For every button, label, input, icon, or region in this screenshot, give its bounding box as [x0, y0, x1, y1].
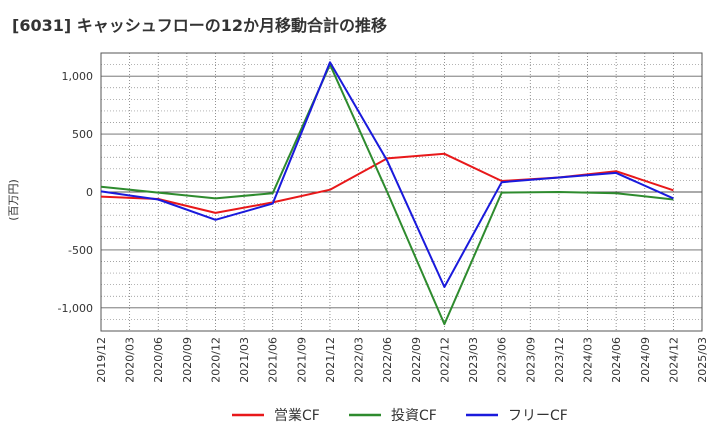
x-tick-label: 2021/12 [324, 337, 337, 383]
legend: 営業CF 投資CF フリーCF [232, 408, 568, 424]
legend-label-2: 投資CF [391, 408, 437, 424]
x-tick-label: 2021/06 [267, 337, 280, 383]
x-tick-label: 2019/12 [95, 337, 108, 383]
x-tick-label: 2020/03 [124, 337, 137, 383]
series-line-2 [100, 63, 674, 326]
x-tick-label: 2023/03 [467, 337, 480, 383]
y-tick-label: 1,000 [62, 70, 94, 83]
x-tick-label: 2023/12 [553, 337, 566, 383]
y-tick-label: -500 [68, 244, 93, 257]
x-tick-label: 2023/09 [524, 337, 537, 383]
x-tick-label: 2024/09 [639, 337, 652, 383]
x-tick-label: 2020/12 [209, 337, 222, 383]
legend-label-3: フリーCF [508, 408, 568, 424]
y-tick-label: -1,000 [58, 302, 93, 315]
x-tick-label: 2020/09 [181, 337, 194, 383]
x-tick-label: 2021/03 [238, 337, 251, 383]
x-tick-label: 2022/03 [353, 337, 366, 383]
y-axis-label: (百万円) [7, 179, 20, 221]
series-line-3 [100, 61, 674, 288]
x-tick-label: 2024/06 [610, 337, 623, 383]
x-tick-label: 2021/09 [295, 337, 308, 383]
x-tick-label: 2022/09 [410, 337, 423, 383]
series-lines [100, 61, 674, 326]
x-tick-label: 2022/06 [381, 337, 394, 383]
x-tick-label: 2022/12 [438, 337, 451, 383]
legend-label-1: 営業CF [274, 408, 320, 424]
x-tick-label: 2020/06 [152, 337, 165, 383]
chart-title: [6031] キャッシュフローの12か月移動合計の推移 [12, 16, 387, 35]
x-tick-label: 2024/03 [582, 337, 595, 383]
x-tick-label: 2024/12 [667, 337, 680, 383]
y-tick-label: 0 [86, 186, 93, 199]
x-tick-label: 2023/06 [496, 337, 509, 383]
x-tick-label: 2025/03 [696, 337, 709, 383]
y-tick-label: 500 [72, 128, 93, 141]
